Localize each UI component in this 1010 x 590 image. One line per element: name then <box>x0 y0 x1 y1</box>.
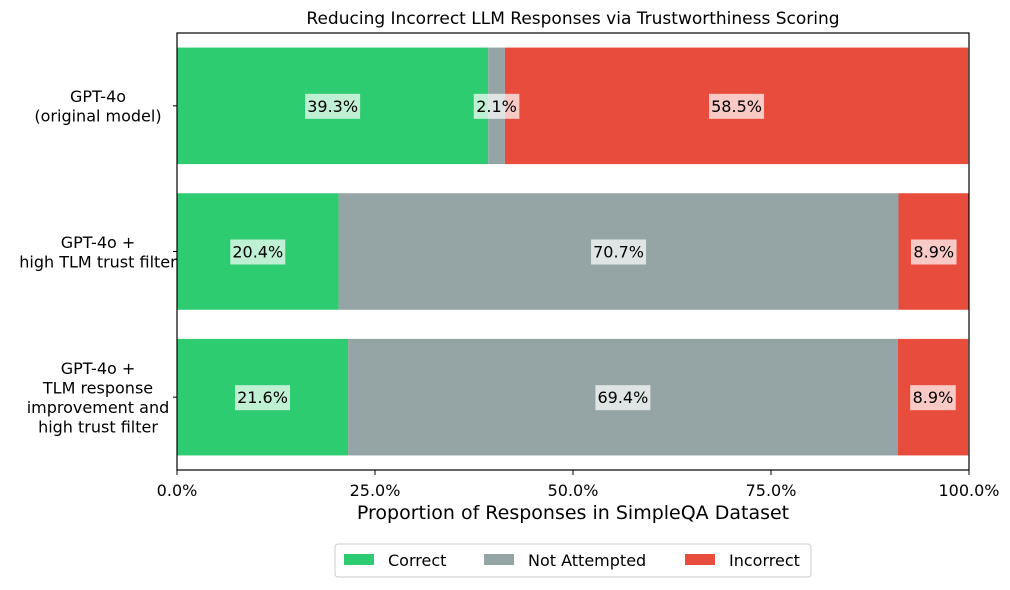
data-label-background <box>910 385 956 411</box>
data-label-background <box>230 239 286 265</box>
data-label: 39.3% <box>307 97 358 116</box>
data-label-background <box>473 93 520 119</box>
y-tick-label: GPT-4o + <box>61 233 136 252</box>
data-label-background <box>595 385 651 411</box>
x-axis-label: Proportion of Responses in SimpleQA Data… <box>357 502 789 524</box>
data-label-background <box>235 385 291 411</box>
x-tick-label: 25.0% <box>350 481 401 500</box>
data-label: 8.9% <box>913 243 954 262</box>
legend-swatch <box>685 554 715 565</box>
x-tick-label: 100.0% <box>938 481 999 500</box>
legend <box>334 543 812 578</box>
data-label: 20.4% <box>232 243 283 262</box>
y-tick-label: improvement and <box>27 398 170 417</box>
data-label: 70.7% <box>593 243 644 262</box>
data-label: 2.1% <box>476 97 517 116</box>
legend-label: Incorrect <box>729 551 800 570</box>
y-tick-label: GPT-4o <box>70 87 126 106</box>
x-tick-label: 0.0% <box>157 481 198 500</box>
legend-swatch <box>344 554 374 565</box>
data-label-background <box>305 93 361 119</box>
data-label: 21.6% <box>237 388 288 407</box>
x-tick-label: 75.0% <box>746 481 797 500</box>
legend-swatch <box>484 554 514 565</box>
data-label-background <box>910 239 957 265</box>
y-tick-label: GPT-4o + <box>61 359 136 378</box>
chart-title: Reducing Incorrect LLM Responses via Tru… <box>306 9 839 29</box>
data-label: 8.9% <box>913 388 954 407</box>
data-label: 58.5% <box>711 97 762 116</box>
y-tick-label: high trust filter <box>38 417 158 436</box>
y-tick-label: high TLM trust filter <box>19 252 177 271</box>
data-label-background <box>591 239 647 265</box>
y-tick-label: (original model) <box>34 107 161 126</box>
data-label-background <box>709 93 765 119</box>
y-tick-label: TLM response <box>42 378 153 397</box>
legend-label: Not Attempted <box>528 551 646 570</box>
x-tick-label: 50.0% <box>548 481 599 500</box>
legend-label: Correct <box>388 551 446 570</box>
data-label: 69.4% <box>597 388 648 407</box>
